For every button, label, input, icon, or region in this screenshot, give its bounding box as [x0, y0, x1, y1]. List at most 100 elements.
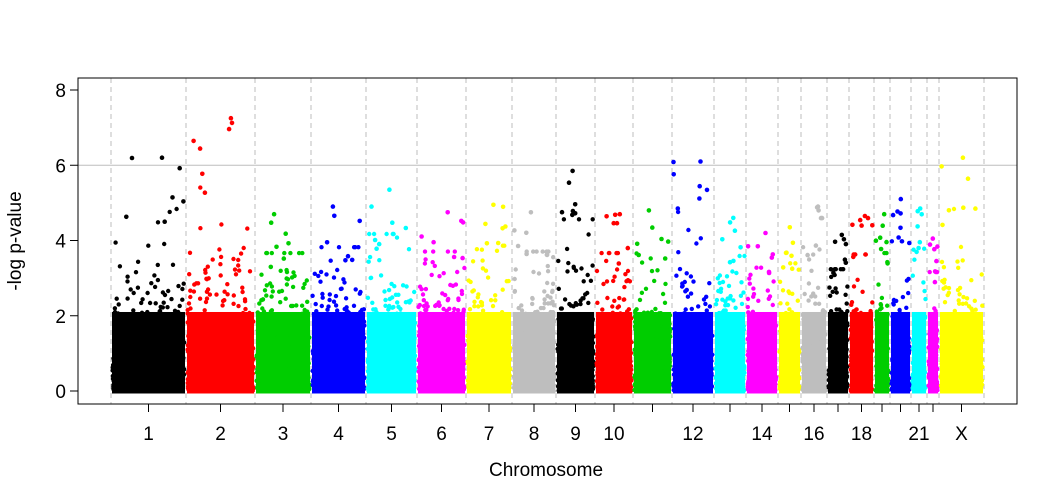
chromosome-2-point: [200, 171, 205, 177]
chromosome-2-point: [229, 120, 235, 126]
chromosome-1-point: [124, 214, 129, 220]
chromosome-dividers: [110, 78, 985, 404]
chromosome-3-point: [268, 220, 274, 225]
chromosome-4-point: [343, 258, 348, 263]
chromosome-21-point: [916, 245, 921, 251]
chromosome-12-point: [697, 196, 702, 201]
chromosome-9-point: [570, 212, 575, 218]
chromosome-13-points: [713, 215, 747, 394]
chromosome-9-point: [572, 202, 578, 207]
chromosome-9-scatter: [555, 217, 596, 394]
chromosome-4-scatter: [310, 244, 367, 394]
chromosome-8-point: [512, 228, 517, 233]
chromosome-17-point: [843, 241, 849, 247]
chromosome-14-point: [745, 244, 751, 249]
chromosome-7-point: [483, 221, 488, 227]
x-tick-label: 2: [215, 424, 226, 445]
chromosome-5-point: [369, 204, 374, 209]
chromosome-2-point: [226, 126, 232, 132]
chromosome-X-point: [946, 208, 952, 213]
x-tick-label: 14: [751, 424, 773, 445]
chromosome-16-scatter: [800, 244, 828, 394]
chromosome-19-point: [878, 246, 884, 252]
chromosome-14-peak-point: [763, 230, 768, 236]
chromosome-11-point: [662, 256, 668, 261]
y-tick-label: 4: [55, 232, 66, 253]
chromosome-8-point: [515, 243, 521, 249]
chromosome-11-point: [659, 236, 664, 242]
chromosome-20-scatter: [889, 239, 912, 394]
chromosome-3-point: [281, 256, 287, 261]
chromosome-6-point: [460, 255, 465, 261]
chromosome-16-points: [800, 204, 828, 394]
chromosome-12-point: [704, 187, 710, 193]
x-tick-label: 3: [278, 424, 289, 445]
chromosome-2-points: [185, 115, 256, 394]
chromosome-X-peak-point: [960, 155, 966, 160]
x-tick-label: 7: [484, 424, 495, 445]
y-tick-label: 8: [55, 81, 66, 102]
chromosome-10-point: [612, 212, 618, 218]
chromosome-18-point: [850, 222, 855, 228]
chromosome-22-point: [927, 242, 933, 247]
chromosome-22-point: [932, 279, 938, 285]
chromosome-13-point: [731, 258, 736, 264]
chromosome-3-point: [283, 231, 289, 236]
chromosome-7-point: [500, 204, 506, 210]
chromosome-3-scatter: [254, 250, 312, 394]
chromosome-2-point: [202, 190, 208, 195]
chromosome-4-point: [345, 253, 351, 259]
chromosome-15-point: [783, 250, 789, 256]
x-tick-label: 12: [682, 424, 703, 445]
chromosome-4-peak-point: [330, 204, 336, 209]
chromosome-4-point: [357, 218, 363, 224]
chromosome-22-points: [926, 236, 940, 394]
x-tick-label: 9: [570, 424, 581, 445]
chromosome-21-peak-point: [917, 206, 923, 211]
chromosome-18-point: [859, 223, 864, 228]
chromosome-20-point: [898, 225, 903, 231]
chromosome-11-peak-point: [646, 208, 652, 213]
chromosome-7-scatter: [465, 243, 513, 393]
chromosome-15-point: [789, 266, 795, 272]
chromosome-3-point: [274, 244, 279, 250]
chromosome-X-point: [973, 206, 978, 211]
chromosome-3-points: [254, 211, 312, 394]
chromosome-1-point: [181, 199, 186, 204]
chromosome-11-point: [636, 252, 641, 258]
chromosome-10-scatter: [594, 250, 634, 394]
chromosome-22-point: [932, 269, 938, 274]
chromosome-1-point: [162, 219, 167, 224]
chromosome-11-point: [650, 225, 655, 230]
chromosome-11-points: [632, 208, 673, 394]
chromosome-18-points: [848, 213, 875, 394]
x-tick-label: X: [955, 424, 968, 445]
chromosome-19-point: [885, 261, 890, 266]
x-tick-label: 6: [436, 424, 447, 445]
chromosome-2-peak-point: [228, 115, 234, 121]
x-tick-label: 10: [603, 424, 624, 445]
chromosome-10-point: [614, 220, 620, 226]
chromosome-19-scatter: [873, 250, 891, 394]
chromosome-18-point: [851, 254, 856, 260]
chromosome-10-peak-point: [617, 211, 623, 217]
chromosome-8-points: [511, 210, 557, 394]
chromosome-5-peak-point: [387, 187, 392, 192]
chromosome-12-peak-point: [698, 159, 703, 164]
chromosome-1-scatter: [110, 206, 187, 394]
chromosome-13-point: [720, 237, 725, 242]
chromosome-1-peak-point: [159, 155, 165, 160]
chromosome-21-point: [919, 212, 924, 217]
chromosome-20-point: [907, 240, 912, 246]
chromosome-5-point: [403, 225, 409, 231]
chromosome-10-point: [604, 214, 609, 219]
chromosome-21-point: [914, 249, 919, 255]
chromosome-6-point: [431, 239, 436, 245]
x-tick-label: 16: [803, 424, 824, 445]
chromosome-5-points: [365, 187, 418, 394]
chromosome-X-scatter: [938, 206, 985, 394]
chromosome-14-points: [745, 230, 779, 394]
chromosome-2-scatter: [185, 185, 256, 394]
chromosome-17-point: [841, 237, 847, 242]
chromosome-5-point: [376, 241, 382, 247]
